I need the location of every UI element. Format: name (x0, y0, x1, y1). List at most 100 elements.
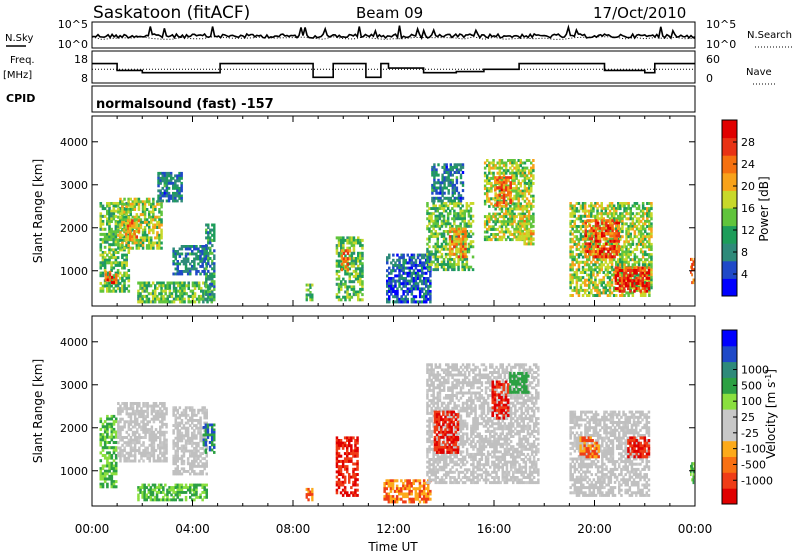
data-cell (144, 409, 147, 413)
data-cell (449, 224, 452, 228)
data-cell (459, 196, 463, 200)
data-cell (131, 205, 134, 209)
data-cell (617, 207, 620, 211)
power-colorbar-cell (722, 243, 737, 262)
data-cell (459, 168, 463, 172)
data-cell (515, 161, 518, 165)
data-cell (435, 196, 438, 200)
data-cell (502, 196, 506, 200)
data-cell (610, 258, 614, 262)
data-cell (644, 222, 647, 226)
data-cell (440, 235, 444, 238)
data-cell (129, 428, 133, 432)
data-cell (641, 207, 645, 211)
data-cell (203, 495, 206, 499)
data-cell (352, 269, 356, 273)
data-cell (455, 224, 458, 228)
data-cell (583, 271, 587, 274)
data-cell (530, 179, 533, 183)
data-cell (211, 298, 214, 302)
data-cell (507, 186, 510, 190)
data-cell (451, 247, 454, 251)
data-cell (498, 235, 502, 239)
data-cell (610, 237, 614, 241)
data-cell (449, 260, 452, 264)
data-cell (483, 235, 487, 239)
data-cell (471, 245, 475, 249)
data-cell (191, 292, 195, 296)
data-cell (603, 221, 606, 225)
data-cell (423, 277, 426, 280)
data-cell (402, 264, 405, 267)
data-cell (467, 235, 471, 238)
data-cell (154, 205, 157, 209)
data-cell (139, 286, 142, 290)
data-cell (442, 260, 446, 264)
data-cell (615, 242, 618, 246)
data-cell (357, 254, 360, 258)
data-cell (623, 204, 626, 208)
data-cell (433, 199, 436, 203)
data-cell (201, 491, 204, 494)
data-cell (455, 242, 458, 246)
data-cell (114, 435, 118, 439)
data-cell (148, 428, 151, 432)
data-cell (146, 428, 149, 432)
data-cell (650, 207, 653, 211)
data-cell (133, 438, 137, 442)
data-cell (166, 493, 169, 497)
data-cell (646, 214, 649, 218)
data-cell (398, 264, 401, 267)
data-cell (532, 242, 535, 246)
data-cell (530, 166, 533, 170)
data-cell (193, 491, 196, 494)
data-cell (143, 284, 146, 288)
data-cell (159, 420, 162, 424)
data-cell (455, 163, 459, 167)
data-cell (342, 251, 346, 255)
data-cell (119, 436, 122, 439)
data-cell (455, 212, 458, 216)
data-cell (108, 248, 111, 252)
data-cell (498, 159, 502, 162)
data-cell (193, 257, 196, 261)
data-cell (209, 246, 212, 250)
data-cell (625, 232, 628, 236)
data-cell (465, 209, 469, 213)
data-cell (496, 203, 499, 207)
data-cell (488, 161, 491, 165)
data-cell (146, 412, 149, 416)
data-cell (588, 219, 592, 223)
data-cell (402, 297, 405, 301)
data-cell (420, 266, 424, 270)
data-cell (153, 495, 157, 499)
data-cell (609, 252, 612, 256)
data-cell (125, 215, 128, 219)
data-cell (619, 281, 622, 285)
data-cell (189, 247, 192, 251)
data-cell (418, 295, 422, 299)
data-cell (504, 212, 508, 216)
data-cell (619, 217, 622, 221)
data-cell (453, 235, 456, 238)
data-cell (101, 433, 105, 437)
data-cell (141, 491, 144, 494)
data-cell (631, 237, 635, 241)
data-cell (99, 271, 103, 275)
data-cell (513, 202, 516, 206)
data-cell (500, 191, 504, 195)
data-cell (180, 488, 184, 492)
data-cell (500, 188, 504, 192)
data-cell (571, 237, 574, 241)
data-cell (455, 247, 458, 251)
data-cell (165, 438, 168, 442)
data-cell (209, 238, 212, 242)
data-cell (496, 178, 499, 182)
data-cell (117, 246, 120, 250)
data-cell (453, 232, 456, 236)
data-cell (152, 197, 155, 201)
data-cell (203, 252, 206, 256)
data-cell (515, 192, 518, 196)
data-cell (119, 454, 122, 458)
data-cell (650, 286, 653, 290)
